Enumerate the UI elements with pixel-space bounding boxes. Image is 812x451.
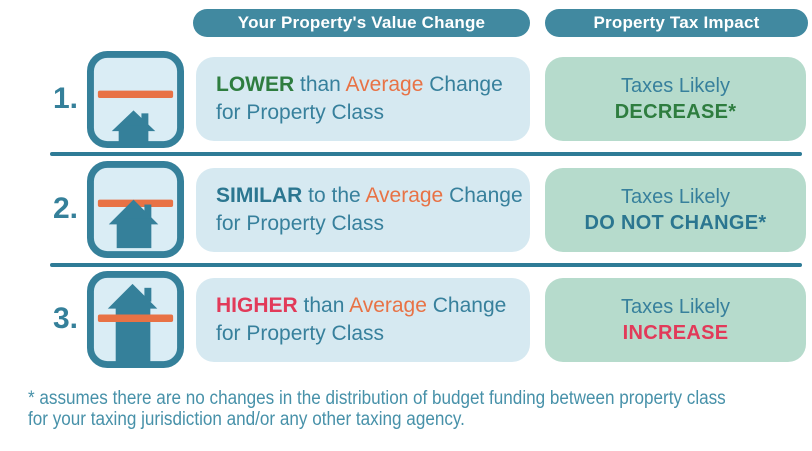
header-value-change-label: Your Property's Value Change [237, 13, 486, 32]
row-2-number: 2. [52, 192, 78, 225]
header-tax-impact: Property Tax Impact [545, 9, 808, 37]
row-3-number: 3. [52, 302, 78, 335]
row-3-value-box: HIGHER than Average Change for Property … [196, 278, 530, 362]
row-1-keyword: LOWER [216, 73, 295, 96]
house-medium-at-average-line-icon [86, 160, 185, 259]
row-2-value-box: SIMILAR to the Average Change for Proper… [196, 168, 530, 252]
row-2-impact-line1: Taxes Likely [621, 186, 730, 208]
row-3-value-line1: HIGHER than Average Change [216, 294, 507, 317]
row-1-value-line2: for Property Class [216, 101, 385, 124]
row-1-impact-line1: Taxes Likely [621, 75, 730, 97]
row-2-average-word: Average [365, 184, 444, 207]
row-2-value-line1: SIMILAR to the Average Change [216, 184, 523, 207]
row-1-average-word: Average [345, 73, 424, 96]
row-3-average-word: Average [349, 294, 427, 317]
footnote-line2: for your taxing jurisdiction and/or any … [28, 409, 465, 430]
header-tax-impact-label: Property Tax Impact [593, 13, 760, 32]
row-divider-1 [50, 152, 802, 156]
row-3-impact-line2: INCREASE [622, 322, 729, 344]
row-3-value-line2: for Property Class [216, 322, 385, 345]
row-3-impact-box: Taxes Likely INCREASE [545, 278, 806, 362]
row-3-keyword: HIGHER [216, 294, 298, 317]
header-value-change: Your Property's Value Change [193, 9, 530, 37]
row-1-value-box: LOWER than Average Change for Property C… [196, 57, 530, 141]
row-divider-2 [50, 263, 802, 267]
footnote-line1: * assumes there are no changes in the di… [28, 388, 726, 409]
row-1-value-line1: LOWER than Average Change [216, 73, 503, 96]
row-1-impact-line2: DECREASE* [614, 101, 737, 123]
house-tall-above-average-line-icon [86, 270, 185, 369]
row-2-impact-line2: DO NOT CHANGE* [584, 212, 767, 234]
row-3-impact-line1: Taxes Likely [621, 296, 730, 318]
row-2-keyword: SIMILAR [216, 184, 303, 207]
row-2-impact-box: Taxes Likely DO NOT CHANGE* [545, 168, 806, 252]
house-value-lower-icon [86, 50, 185, 149]
row-1-number: 1. [52, 82, 78, 115]
house-value-similar-icon [86, 160, 185, 259]
house-small-below-average-line-icon [86, 50, 185, 149]
house-value-higher-icon [86, 270, 185, 369]
row-2-value-line2: for Property Class [216, 212, 385, 235]
footnote: * assumes there are no changes in the di… [28, 388, 748, 430]
row-1-impact-box: Taxes Likely DECREASE* [545, 57, 806, 141]
